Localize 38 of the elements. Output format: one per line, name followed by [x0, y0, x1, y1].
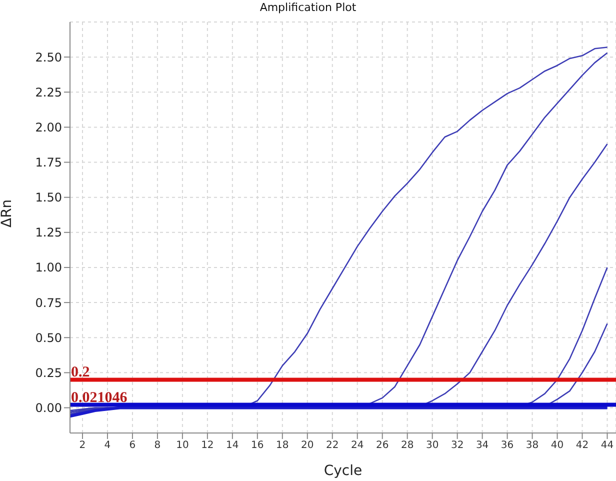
y-tick-label: 1.25 [35, 226, 62, 240]
x-tick-label: 30 [426, 440, 439, 452]
ref-line-label: 0.021046 [71, 390, 128, 406]
y-tick-label: 0.00 [35, 401, 62, 416]
x-tick-label: 4 [104, 440, 111, 452]
x-tick-label: 16 [251, 440, 264, 452]
x-tick-label: 36 [500, 440, 514, 452]
y-tick-label: 0.50 [35, 330, 62, 345]
x-tick-label: 44 [600, 440, 614, 452]
x-tick-label: 14 [226, 440, 239, 452]
x-tick-label: 28 [400, 440, 414, 452]
y-tick-label: 2.50 [35, 50, 62, 64]
x-tick-label: 26 [376, 440, 389, 452]
y-tick-label: 1.50 [35, 190, 62, 205]
y-tick-label: 1.00 [35, 260, 62, 275]
x-tick-label: 20 [301, 440, 314, 452]
ref-line-label: 0.2 [71, 364, 90, 381]
y-tick-label: 1.75 [35, 156, 62, 170]
x-tick-label: 40 [550, 440, 564, 452]
x-tick-label: 12 [201, 440, 214, 452]
x-tick-label: 18 [276, 440, 289, 452]
x-tick-label: 2 [79, 440, 86, 452]
x-tick-label: 32 [450, 440, 464, 452]
x-tick-label: 24 [351, 440, 364, 452]
y-tick-label: 0.75 [35, 296, 62, 310]
chart-title: Amplification Plot [258, 1, 358, 14]
y-tick-label: 2.25 [35, 85, 62, 100]
x-tick-label: 42 [576, 440, 589, 452]
x-tick-label: 22 [326, 440, 339, 452]
x-tick-label: 38 [526, 440, 539, 452]
x-tick-label: 8 [154, 440, 161, 452]
x-tick-label: 10 [176, 440, 189, 452]
x-tick-label: 6 [129, 440, 136, 452]
y-axis-title: ΔRn [0, 199, 15, 228]
y-tick-label: 2.00 [35, 120, 62, 134]
x-axis-title: Cycle [324, 463, 362, 479]
x-tick-label: 34 [476, 440, 489, 452]
y-tick-label: 0.25 [35, 366, 62, 380]
